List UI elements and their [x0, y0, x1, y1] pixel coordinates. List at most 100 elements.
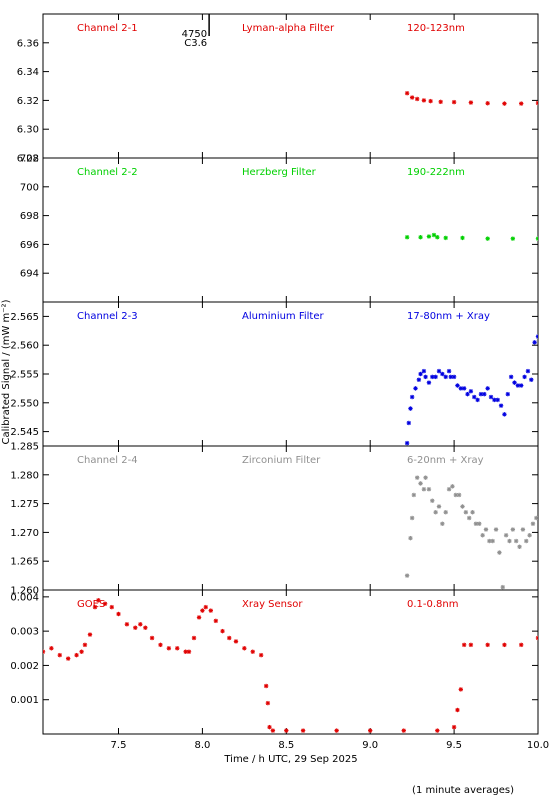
- data-point: [446, 368, 452, 374]
- data-point: [428, 98, 433, 104]
- data-point: [460, 504, 465, 509]
- data-point: [49, 646, 54, 651]
- data-point: [284, 728, 289, 733]
- data-point: [404, 91, 410, 96]
- data-point: [524, 538, 529, 544]
- data-point: [458, 386, 464, 391]
- data-point: [143, 625, 148, 630]
- data-point: [433, 374, 438, 380]
- x-tick-label: 10.0: [527, 740, 549, 751]
- data-point: [227, 635, 232, 641]
- y-tick-label: 2.560: [10, 341, 39, 352]
- data-point: [409, 394, 415, 400]
- band-label: 120-123nm: [407, 23, 465, 34]
- data-point: [532, 340, 537, 345]
- data-point: [404, 440, 410, 446]
- data-point: [498, 403, 504, 408]
- y-tick-label: 702: [20, 154, 39, 165]
- flare-marker-label: C3.6: [184, 38, 207, 49]
- data-point: [300, 728, 306, 733]
- data-point: [450, 484, 455, 489]
- data-point: [485, 642, 490, 648]
- data-point: [535, 236, 538, 241]
- data-point: [483, 527, 489, 532]
- data-point: [409, 515, 415, 521]
- panel-3: 2.545 2.550 2.555 2.560 2.565 Channel 2-3 Alum…: [10, 301, 539, 447]
- data-point: [92, 604, 98, 610]
- data-point: [510, 527, 516, 532]
- data-point: [220, 628, 225, 634]
- band-label: 190-222nm: [407, 167, 465, 178]
- data-point: [485, 101, 490, 106]
- data-point: [467, 515, 472, 521]
- data-point: [485, 386, 490, 391]
- band-label: 17-80nm + Xray: [407, 311, 490, 322]
- data-points: [404, 334, 538, 446]
- data-point: [416, 377, 422, 382]
- data-point: [87, 632, 93, 637]
- data-point: [443, 374, 448, 380]
- y-tick-label: 6.30: [17, 125, 39, 136]
- flare-marker-label: 4750: [182, 29, 207, 40]
- data-point: [426, 380, 432, 385]
- data-point: [461, 642, 467, 648]
- data-point: [435, 235, 440, 240]
- chart-panels: 6.28 6.30 6.32 6.34 6.36 Channel 2-1 Lyman-alp…: [10, 13, 539, 735]
- data-point: [133, 625, 138, 630]
- data-point: [435, 728, 440, 733]
- data-point: [430, 498, 435, 503]
- y-tick-label: 2.550: [10, 398, 39, 409]
- data-point: [468, 100, 474, 105]
- y-tick-label: 694: [20, 269, 39, 280]
- y-tick-label: 1.260: [10, 586, 39, 597]
- data-point: [414, 96, 420, 102]
- y-tick-label: 6.28: [17, 154, 39, 165]
- data-point: [495, 397, 500, 403]
- data-point: [421, 487, 427, 492]
- data-point: [404, 573, 410, 578]
- y-tick-label: 0.002: [10, 661, 39, 672]
- data-point: [408, 535, 413, 541]
- data-point: [431, 232, 437, 238]
- y-tick-label: 696: [20, 240, 39, 251]
- data-point: [334, 728, 339, 733]
- data-point: [502, 101, 507, 106]
- data-point: [414, 475, 420, 480]
- filter-label: Xray Sensor: [242, 599, 303, 610]
- y-tick-label: 0.004: [10, 592, 39, 603]
- data-point: [508, 374, 514, 380]
- data-point: [535, 100, 538, 106]
- data-point: [517, 544, 522, 549]
- data-point: [242, 646, 247, 651]
- data-points: [404, 475, 538, 590]
- data-point: [480, 533, 485, 538]
- data-point: [149, 635, 155, 641]
- data-point: [527, 533, 532, 538]
- panel-4: 1.260 1.265 1.270 1.275 1.280 1.285 Channel 2-…: [10, 442, 539, 597]
- data-point: [109, 604, 114, 610]
- y-tick-label: 698: [20, 211, 39, 222]
- panel-frame: [42, 589, 539, 735]
- data-points: [404, 91, 538, 106]
- data-point: [519, 383, 524, 388]
- data-point: [519, 642, 524, 648]
- data-point: [401, 728, 406, 733]
- x-axis-title: Time / h UTC, 29 Sep 2025: [223, 754, 357, 765]
- y-tick-label: 1.265: [10, 557, 39, 568]
- data-point: [456, 492, 462, 498]
- data-point: [510, 236, 516, 241]
- channel-label: Channel 2-3: [77, 311, 138, 322]
- data-point: [196, 615, 202, 620]
- data-point: [503, 533, 509, 538]
- data-point: [446, 487, 452, 492]
- data-point: [500, 584, 505, 590]
- channel-label: GOES: [77, 599, 105, 610]
- data-point: [102, 601, 108, 606]
- y-tick-label: 2.565: [10, 312, 39, 323]
- x-tick-label: 8.5: [278, 740, 294, 751]
- data-point: [525, 368, 531, 374]
- data-point: [175, 646, 180, 651]
- y-tick-label: 1.270: [10, 528, 39, 539]
- data-point: [485, 236, 490, 241]
